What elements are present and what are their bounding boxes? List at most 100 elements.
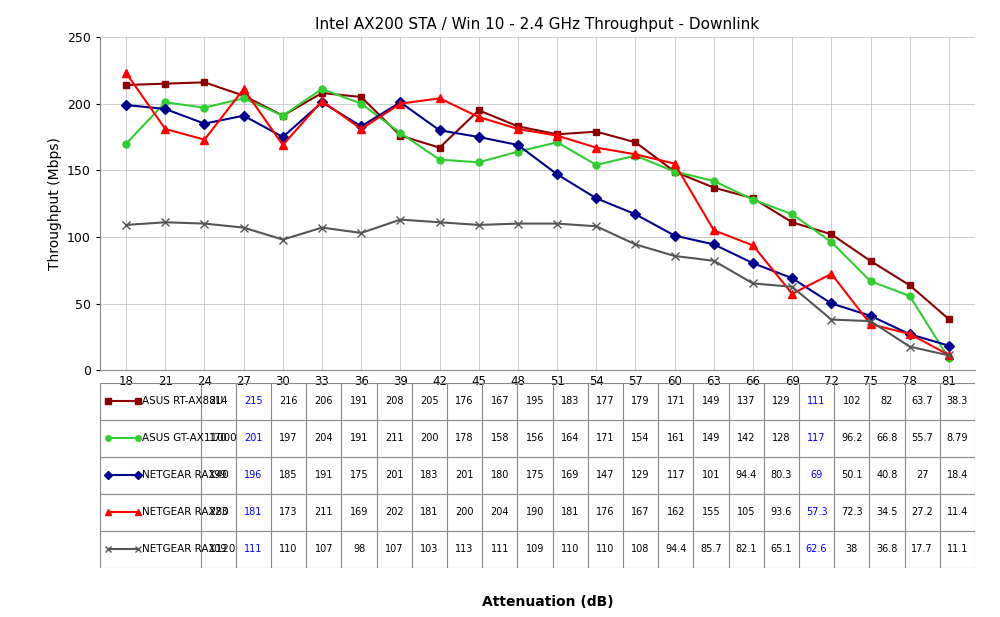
Text: 156: 156 <box>526 433 544 443</box>
Text: 18.4: 18.4 <box>947 470 968 480</box>
Text: 111: 111 <box>807 396 826 406</box>
Text: 82: 82 <box>881 396 893 406</box>
Text: 72.3: 72.3 <box>841 507 863 517</box>
Text: 38.3: 38.3 <box>947 396 968 406</box>
Title: Intel AX200 STA / Win 10 - 2.4 GHz Throughput - Downlink: Intel AX200 STA / Win 10 - 2.4 GHz Throu… <box>315 17 760 31</box>
Text: 108: 108 <box>631 544 650 554</box>
Text: 66.8: 66.8 <box>876 433 898 443</box>
Text: 129: 129 <box>772 396 791 406</box>
Text: 93.6: 93.6 <box>771 507 792 517</box>
Text: 62.6: 62.6 <box>806 544 827 554</box>
Text: 177: 177 <box>596 396 615 406</box>
Text: 69: 69 <box>810 470 823 480</box>
Text: 175: 175 <box>350 470 368 480</box>
Text: 158: 158 <box>491 433 509 443</box>
Text: 149: 149 <box>702 396 720 406</box>
Text: 63.7: 63.7 <box>911 396 933 406</box>
Text: 167: 167 <box>491 396 509 406</box>
Text: 40.8: 40.8 <box>876 470 898 480</box>
Text: 98: 98 <box>353 544 365 554</box>
Text: 94.4: 94.4 <box>736 470 757 480</box>
Text: NETGEAR RAX40: NETGEAR RAX40 <box>142 470 229 480</box>
Text: 173: 173 <box>279 507 298 517</box>
Text: 11.4: 11.4 <box>947 507 968 517</box>
Text: 36.8: 36.8 <box>876 544 898 554</box>
Text: Attenuation (dB): Attenuation (dB) <box>482 595 613 608</box>
Text: 206: 206 <box>315 396 333 406</box>
Y-axis label: Throughput (Mbps): Throughput (Mbps) <box>48 137 62 270</box>
Text: 50.1: 50.1 <box>841 470 863 480</box>
Text: 117: 117 <box>807 433 826 443</box>
Text: 201: 201 <box>385 470 403 480</box>
Text: 185: 185 <box>279 470 298 480</box>
Text: 109: 109 <box>209 544 227 554</box>
Text: 191: 191 <box>350 396 368 406</box>
Text: 107: 107 <box>315 544 333 554</box>
Text: 27: 27 <box>916 470 928 480</box>
Text: 181: 181 <box>420 507 439 517</box>
Text: 113: 113 <box>455 544 474 554</box>
Text: NETGEAR RAX120: NETGEAR RAX120 <box>142 544 236 554</box>
Text: 176: 176 <box>455 396 474 406</box>
Text: 176: 176 <box>596 507 615 517</box>
Text: 205: 205 <box>420 396 439 406</box>
Text: 211: 211 <box>315 507 333 517</box>
Text: 181: 181 <box>244 507 263 517</box>
Text: 137: 137 <box>737 396 755 406</box>
Text: 204: 204 <box>491 507 509 517</box>
Text: 162: 162 <box>667 507 685 517</box>
Text: 179: 179 <box>631 396 650 406</box>
Text: 102: 102 <box>843 396 861 406</box>
Text: 103: 103 <box>420 544 439 554</box>
Text: 111: 111 <box>244 544 263 554</box>
Text: 105: 105 <box>737 507 755 517</box>
Text: 180: 180 <box>491 470 509 480</box>
Text: 154: 154 <box>631 433 650 443</box>
Text: 107: 107 <box>385 544 403 554</box>
Text: 183: 183 <box>561 396 579 406</box>
Text: 110: 110 <box>596 544 615 554</box>
Text: NETGEAR RAX80: NETGEAR RAX80 <box>142 507 229 517</box>
Text: 201: 201 <box>455 470 474 480</box>
Text: 181: 181 <box>561 507 579 517</box>
Text: 196: 196 <box>244 470 263 480</box>
Text: 167: 167 <box>631 507 650 517</box>
Text: 223: 223 <box>209 507 228 517</box>
Text: 191: 191 <box>315 470 333 480</box>
Text: 142: 142 <box>737 433 755 443</box>
Text: 208: 208 <box>385 396 403 406</box>
Text: 82.1: 82.1 <box>735 544 757 554</box>
Text: 110: 110 <box>279 544 298 554</box>
Text: 171: 171 <box>596 433 615 443</box>
Text: 117: 117 <box>667 470 685 480</box>
Text: 94.4: 94.4 <box>665 544 686 554</box>
Text: 197: 197 <box>279 433 298 443</box>
Text: 204: 204 <box>315 433 333 443</box>
Text: 57.3: 57.3 <box>806 507 827 517</box>
Text: 200: 200 <box>420 433 439 443</box>
Text: 201: 201 <box>244 433 263 443</box>
Text: 161: 161 <box>667 433 685 443</box>
Text: 85.7: 85.7 <box>700 544 722 554</box>
Text: 190: 190 <box>526 507 544 517</box>
Text: 164: 164 <box>561 433 579 443</box>
Text: 55.7: 55.7 <box>911 433 933 443</box>
Text: 17.7: 17.7 <box>911 544 933 554</box>
Text: 215: 215 <box>244 396 263 406</box>
Text: 183: 183 <box>420 470 439 480</box>
Text: 169: 169 <box>561 470 579 480</box>
Text: 211: 211 <box>385 433 403 443</box>
Text: 216: 216 <box>279 396 298 406</box>
Text: 38: 38 <box>846 544 858 554</box>
Text: 129: 129 <box>631 470 650 480</box>
Text: 128: 128 <box>772 433 791 443</box>
Text: 171: 171 <box>667 396 685 406</box>
Text: 8.79: 8.79 <box>947 433 968 443</box>
Text: 199: 199 <box>209 470 227 480</box>
Text: 202: 202 <box>385 507 404 517</box>
Text: 27.2: 27.2 <box>911 507 933 517</box>
Text: 175: 175 <box>526 470 544 480</box>
Text: 109: 109 <box>526 544 544 554</box>
Text: 111: 111 <box>491 544 509 554</box>
Text: 195: 195 <box>526 396 544 406</box>
